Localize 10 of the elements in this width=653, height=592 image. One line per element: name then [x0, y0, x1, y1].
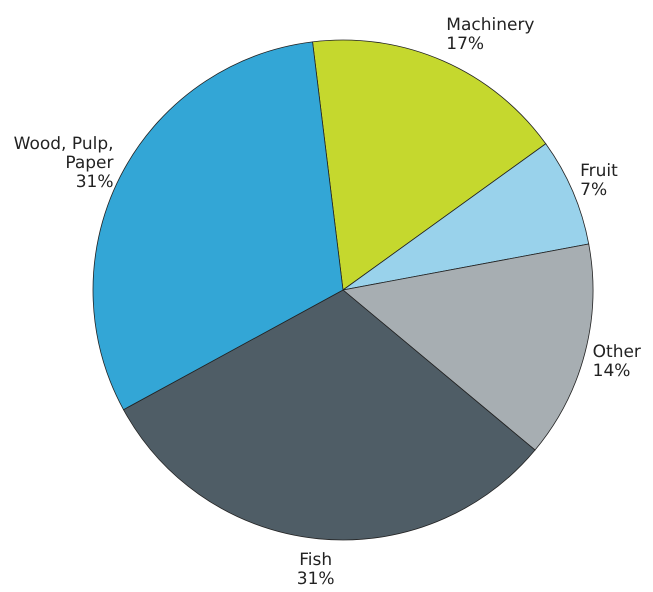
slice-label: Wood, Pulp, Paper [14, 134, 114, 174]
slice-label: Machinery [446, 14, 535, 35]
data-label: 31% [296, 569, 335, 590]
data-label: 14% [592, 361, 630, 382]
data-label: 7% [580, 180, 608, 200]
data-label: 17% [446, 34, 484, 54]
slice-label: Other [592, 342, 641, 362]
data-label: 31% [76, 172, 114, 192]
slice-label: Fruit [580, 161, 618, 182]
slice-label: Fish [299, 550, 332, 570]
